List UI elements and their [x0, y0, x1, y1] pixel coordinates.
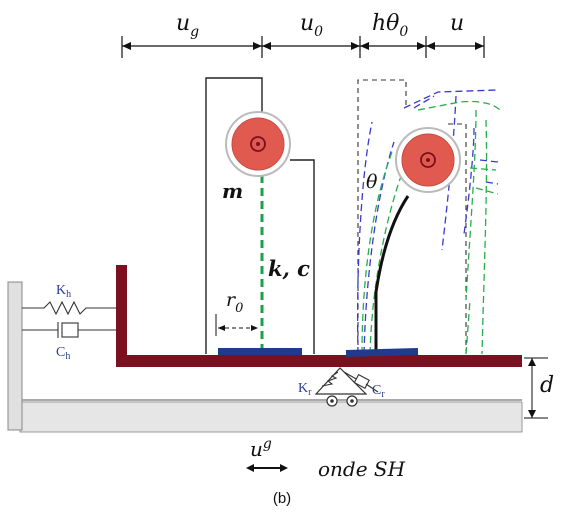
reference-frame — [205, 77, 315, 354]
cr-label: Cr — [372, 383, 385, 400]
ch-label: Ch — [56, 345, 70, 362]
kr-label: Kr — [298, 381, 312, 398]
dim-u-label: u — [450, 11, 464, 36]
rotational-support — [314, 367, 379, 407]
dimension-line — [121, 36, 485, 58]
spring-damper-label: k, c — [268, 256, 310, 281]
deformed-column — [374, 195, 410, 354]
dim-htheta0-label: hθ0 — [372, 11, 408, 40]
dim-ug-label: ug — [176, 11, 199, 40]
radius-label: r0 — [226, 289, 243, 316]
depth-dimension — [524, 357, 548, 419]
foundation — [116, 265, 522, 367]
dim-u0-label: u0 — [300, 11, 323, 40]
theta-label: θ — [366, 171, 378, 193]
radius-dimension — [215, 314, 258, 336]
soil-ground — [7, 281, 523, 433]
mass-left — [225, 111, 291, 177]
mode-shape-blue — [356, 89, 499, 355]
right-footing — [345, 348, 419, 357]
mass-label: m — [222, 179, 243, 203]
left-footing — [218, 348, 302, 355]
mass-right — [395, 127, 461, 193]
depth-label: d — [540, 373, 554, 398]
wave-label: onde SH — [318, 457, 406, 481]
kh-label: Kh — [56, 283, 71, 300]
ground-motion-arrow — [246, 464, 288, 472]
mode-shape-green — [361, 100, 501, 355]
horizontal-spring-damper — [22, 300, 118, 338]
undeformed-outline — [357, 79, 467, 354]
figure-caption: (b) — [273, 490, 291, 507]
ground-motion-label: ug — [250, 436, 272, 461]
